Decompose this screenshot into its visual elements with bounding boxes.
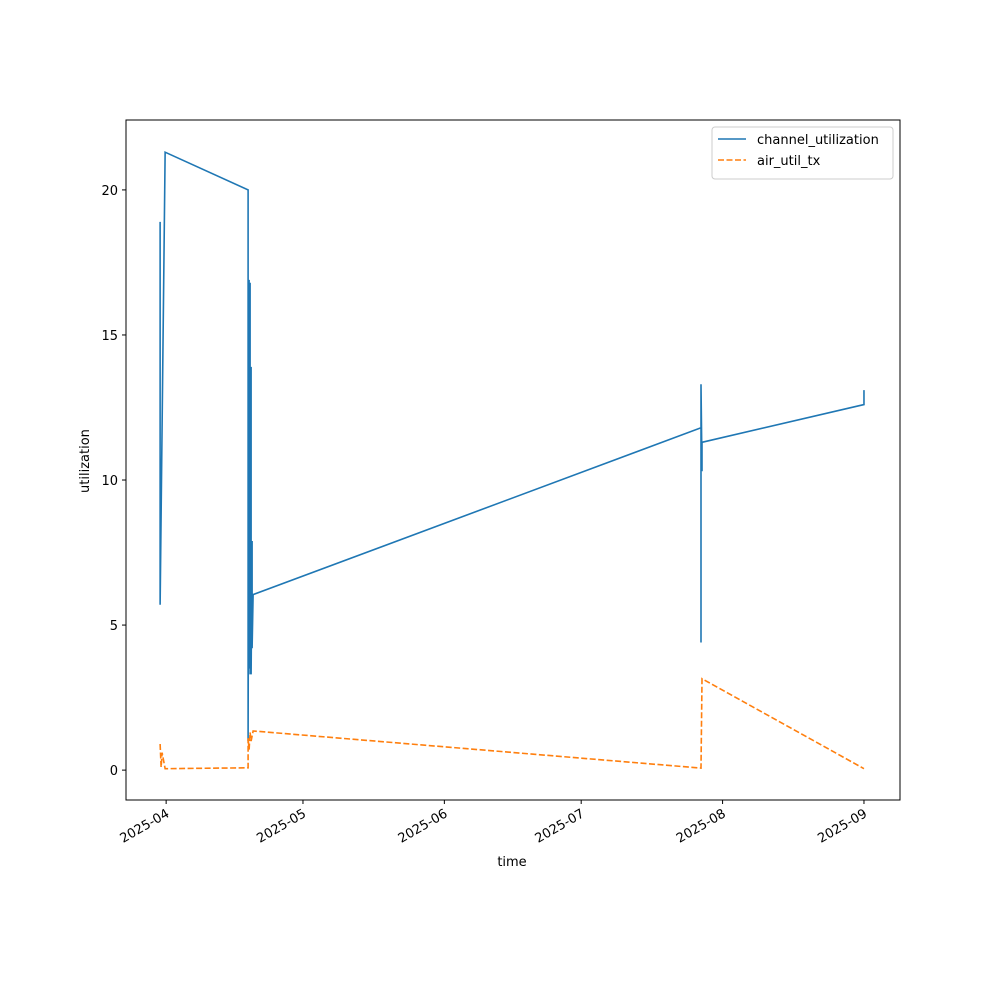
x-axis-label: time [497,855,526,870]
series-line [159,677,865,770]
y-tick-label: 15 [101,329,118,344]
legend-label: air_util_tx [757,154,821,169]
legend-label: channel_utilization [757,133,879,148]
y-tick-label: 20 [101,184,118,199]
legend-box [711,126,894,180]
y-tick-label: 0 [110,764,118,779]
y-tick-label: 5 [110,619,118,634]
y-tick-label: 10 [101,474,118,489]
y-axis-label: utilization [78,429,93,493]
series-line [159,150,865,742]
plot-frame [125,119,901,801]
